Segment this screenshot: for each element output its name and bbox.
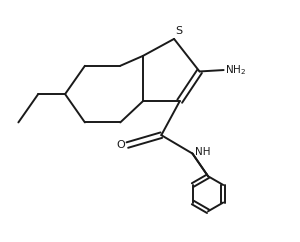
Text: NH$_2$: NH$_2$: [225, 63, 246, 77]
Text: NH: NH: [195, 147, 210, 157]
Text: O: O: [116, 140, 125, 150]
Text: S: S: [176, 25, 183, 36]
